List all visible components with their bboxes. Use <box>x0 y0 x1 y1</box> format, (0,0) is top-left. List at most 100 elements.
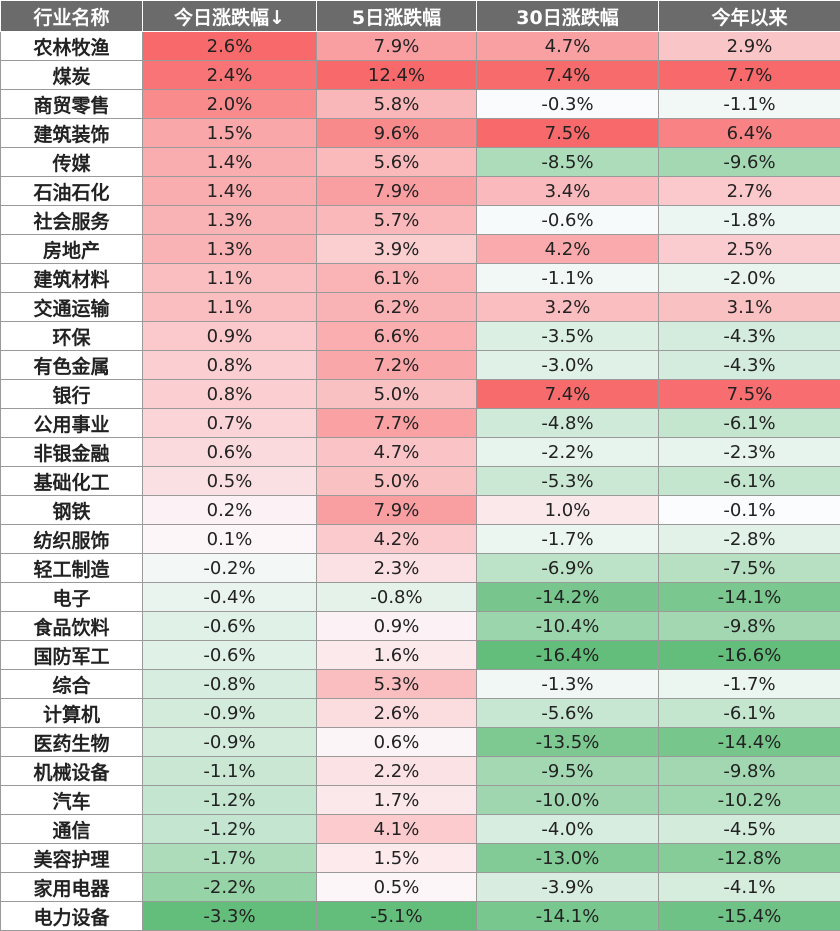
table-row: 国防军工-0.6%1.6%-16.4%-16.6% <box>1 641 840 670</box>
ytd-change-cell: -2.3% <box>659 438 840 467</box>
industry-name-cell: 纺织服饰 <box>1 525 143 554</box>
today-change-cell: -0.4% <box>143 583 317 612</box>
table-row: 轻工制造-0.2%2.3%-6.9%-7.5% <box>1 554 840 583</box>
today-change-cell: -1.2% <box>143 815 317 844</box>
today-change-cell: 0.7% <box>143 409 317 438</box>
5day-change-cell: 5.8% <box>317 90 477 119</box>
ytd-change-cell: 7.7% <box>659 61 840 90</box>
header-30day-change[interactable]: 30日涨跌幅 <box>477 1 659 32</box>
industry-name-cell: 商贸零售 <box>1 90 143 119</box>
30day-change-cell: 3.4% <box>477 177 659 206</box>
industry-name-cell: 农林牧渔 <box>1 32 143 61</box>
30day-change-cell: -14.1% <box>477 902 659 931</box>
today-change-cell: 0.6% <box>143 438 317 467</box>
5day-change-cell: 7.9% <box>317 496 477 525</box>
industry-name-cell: 公用事业 <box>1 409 143 438</box>
5day-change-cell: 2.6% <box>317 699 477 728</box>
ytd-change-cell: -1.1% <box>659 90 840 119</box>
industry-name-cell: 电力设备 <box>1 902 143 931</box>
industry-name-cell: 计算机 <box>1 699 143 728</box>
ytd-change-cell: -9.8% <box>659 757 840 786</box>
table-row: 医药生物-0.9%0.6%-13.5%-14.4% <box>1 728 840 757</box>
table-row: 电力设备-3.3%-5.1%-14.1%-15.4% <box>1 902 840 931</box>
industry-name-cell: 综合 <box>1 670 143 699</box>
5day-change-cell: 12.4% <box>317 61 477 90</box>
today-change-cell: 0.8% <box>143 351 317 380</box>
today-change-cell: -1.1% <box>143 757 317 786</box>
industry-name-cell: 轻工制造 <box>1 554 143 583</box>
today-change-cell: 2.0% <box>143 90 317 119</box>
5day-change-cell: 6.6% <box>317 322 477 351</box>
5day-change-cell: 0.5% <box>317 873 477 902</box>
today-change-cell: -1.2% <box>143 786 317 815</box>
today-change-cell: -3.3% <box>143 902 317 931</box>
today-change-cell: 0.1% <box>143 525 317 554</box>
table-row: 计算机-0.9%2.6%-5.6%-6.1% <box>1 699 840 728</box>
industry-name-cell: 食品饮料 <box>1 612 143 641</box>
30day-change-cell: -13.5% <box>477 728 659 757</box>
ytd-change-cell: -6.1% <box>659 467 840 496</box>
30day-change-cell: -14.2% <box>477 583 659 612</box>
30day-change-cell: -1.1% <box>477 264 659 293</box>
today-change-cell: -0.9% <box>143 699 317 728</box>
today-change-cell: 1.4% <box>143 148 317 177</box>
industry-name-cell: 通信 <box>1 815 143 844</box>
30day-change-cell: -16.4% <box>477 641 659 670</box>
industry-name-cell: 石油石化 <box>1 177 143 206</box>
5day-change-cell: 5.6% <box>317 148 477 177</box>
industry-name-cell: 银行 <box>1 380 143 409</box>
today-change-cell: 0.9% <box>143 322 317 351</box>
30day-change-cell: -6.9% <box>477 554 659 583</box>
header-ytd-change[interactable]: 今年以来 <box>659 1 840 32</box>
industry-name-cell: 有色金属 <box>1 351 143 380</box>
today-change-cell: 1.1% <box>143 293 317 322</box>
table-row: 汽车-1.2%1.7%-10.0%-10.2% <box>1 786 840 815</box>
industry-name-cell: 房地产 <box>1 235 143 264</box>
today-change-cell: -2.2% <box>143 873 317 902</box>
ytd-change-cell: -1.7% <box>659 670 840 699</box>
5day-change-cell: 7.7% <box>317 409 477 438</box>
ytd-change-cell: -12.8% <box>659 844 840 873</box>
industry-name-cell: 钢铁 <box>1 496 143 525</box>
table-row: 机械设备-1.1%2.2%-9.5%-9.8% <box>1 757 840 786</box>
ytd-change-cell: -6.1% <box>659 699 840 728</box>
30day-change-cell: -4.8% <box>477 409 659 438</box>
30day-change-cell: -1.7% <box>477 525 659 554</box>
ytd-change-cell: -1.8% <box>659 206 840 235</box>
today-change-cell: -0.9% <box>143 728 317 757</box>
industry-name-cell: 建筑材料 <box>1 264 143 293</box>
ytd-change-cell: -10.2% <box>659 786 840 815</box>
30day-change-cell: 1.0% <box>477 496 659 525</box>
header-today-change[interactable]: 今日涨跌幅↓ <box>143 1 317 32</box>
30day-change-cell: 7.4% <box>477 61 659 90</box>
today-change-cell: 2.4% <box>143 61 317 90</box>
today-change-cell: -0.8% <box>143 670 317 699</box>
30day-change-cell: -0.3% <box>477 90 659 119</box>
ytd-change-cell: 2.5% <box>659 235 840 264</box>
30day-change-cell: -13.0% <box>477 844 659 873</box>
ytd-change-cell: -0.1% <box>659 496 840 525</box>
industry-name-cell: 社会服务 <box>1 206 143 235</box>
30day-change-cell: 3.2% <box>477 293 659 322</box>
ytd-change-cell: -2.0% <box>659 264 840 293</box>
table-row: 美容护理-1.7%1.5%-13.0%-12.8% <box>1 844 840 873</box>
5day-change-cell: 6.2% <box>317 293 477 322</box>
header-5day-change[interactable]: 5日涨跌幅 <box>317 1 477 32</box>
5day-change-cell: 7.2% <box>317 351 477 380</box>
ytd-change-cell: -9.6% <box>659 148 840 177</box>
30day-change-cell: -5.3% <box>477 467 659 496</box>
header-row: 行业名称 今日涨跌幅↓ 5日涨跌幅 30日涨跌幅 今年以来 <box>1 1 840 32</box>
ytd-change-cell: 6.4% <box>659 119 840 148</box>
industry-name-cell: 环保 <box>1 322 143 351</box>
